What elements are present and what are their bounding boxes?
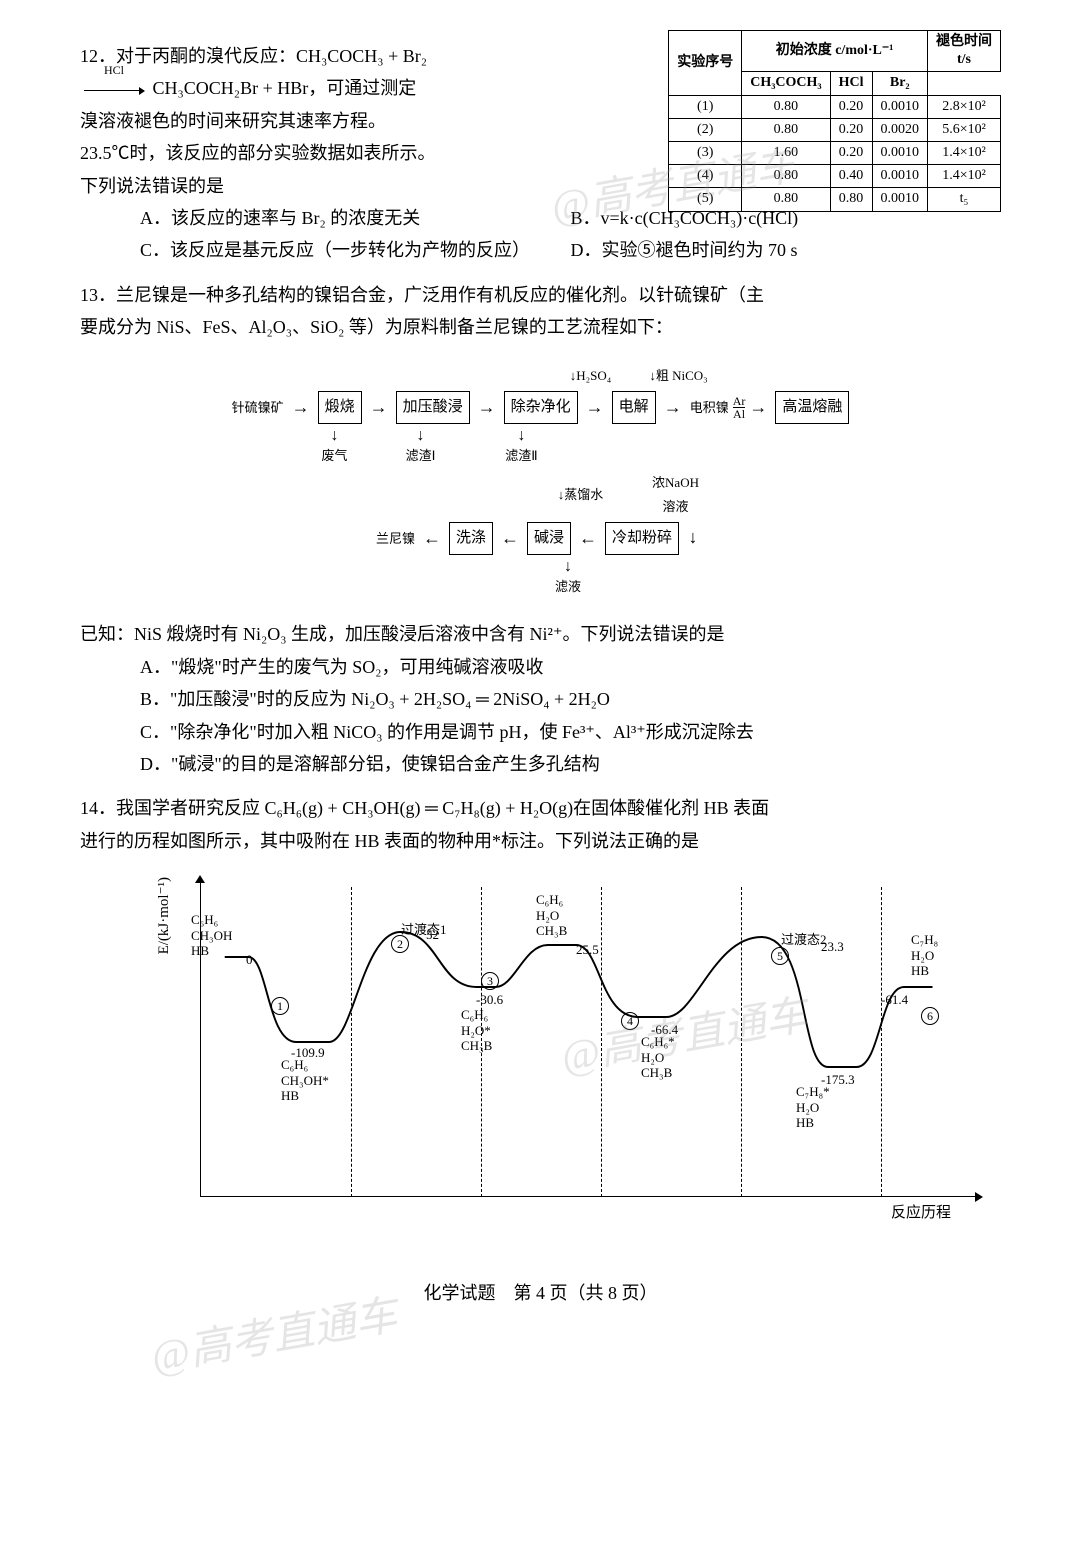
step-circle: 1	[271, 997, 289, 1015]
step-circle: 2	[391, 935, 409, 953]
q13-option-a: A．"煅烧"时产生的废气为 SO₂，可用纯碱溶液吸收	[140, 651, 1001, 683]
energy-value: -30.6	[476, 992, 503, 1008]
q14-energy-diagram: E/(kJ·mol⁻¹) 反应历程 过渡态1过渡态21234560-109.95…	[200, 877, 961, 1197]
q13-option-c: C．"除杂净化"时加入粗 NiCO₃ 的作用是调节 pH，使 Fe³⁺、Al³⁺…	[140, 716, 1001, 748]
q12-stem-line3: 溴溶液褪色的时间来研究其速率方程。	[80, 105, 510, 137]
question-14: 14．我国学者研究反应 C₆H₆(g) + CH₃OH(g) ═ C₇H₈(g)…	[80, 792, 1001, 1197]
dashed-divider	[881, 887, 882, 1197]
q12-data-table: 实验序号 初始浓度 c/mol·L⁻¹ 褪色时间 t/s CH₃COCH₃ HC…	[668, 30, 1001, 212]
table-row: (5)0.800.800.0010t₅	[669, 188, 1001, 211]
arrow-icon: →	[292, 391, 310, 423]
species-label: C₆H₆CH₃OH*HB	[281, 1057, 329, 1104]
transition-state-label: 过渡态2	[781, 932, 827, 948]
th-br2: Br₂	[872, 72, 928, 95]
q13-known: 已知：NiS 煅烧时有 Ni₂O₃ 生成，加压酸浸后溶液中含有 Ni²⁺。下列说…	[80, 618, 1001, 650]
q12-stem-line2: HCl CH₃COCH₂Br + HBr，可通过测定	[80, 72, 510, 104]
question-12: 实验序号 初始浓度 c/mol·L⁻¹ 褪色时间 t/s CH₃COCH₃ HC…	[80, 40, 1001, 267]
arrow-icon: →	[478, 391, 496, 423]
q14-stem-line2: 进行的历程如图所示，其中吸附在 HB 表面的物种用*标注。下列说法正确的是	[80, 825, 1001, 857]
species-label: C₆H₆H₂OCH₃B	[536, 892, 567, 939]
species-label: C₆H₆H₂O*CH₃B	[461, 1007, 492, 1054]
q13-option-d: D．"碱浸"的目的是溶解部分铝，使镍铝合金产生多孔结构	[140, 748, 1001, 780]
step-circle: 4	[621, 1012, 639, 1030]
species-label: C₆H₆CH₃OHHB	[191, 912, 232, 959]
q12-option-c: C．该反应是基元反应（一步转化为产物的反应）	[140, 234, 571, 266]
table-row: (4)0.800.400.00101.4×10²	[669, 165, 1001, 188]
species-label: C₇H₈H₂OHB	[911, 932, 938, 979]
q13-option-b: B．"加压酸浸"时的反应为 Ni₂O₃ + 2H₂SO₄ ═ 2NiSO₄ + …	[140, 683, 1001, 715]
energy-value: 0	[246, 952, 253, 968]
th-time: 褪色时间 t/s	[928, 31, 1001, 72]
y-axis-label: E/(kJ·mol⁻¹)	[151, 877, 178, 954]
species-label: C₇H₈*H₂OHB	[796, 1084, 830, 1131]
q12-option-d: D．实验⑤褪色时间约为 70 s	[571, 234, 1002, 266]
page-footer: 化学试题 第 4 页（共 8 页）	[80, 1277, 1001, 1309]
energy-value: -61.4	[881, 992, 908, 1008]
dashed-divider	[601, 887, 602, 1197]
table-row: (2)0.800.200.00205.6×10²	[669, 118, 1001, 141]
arrow-icon: ←	[501, 522, 519, 554]
arrow-icon: →	[370, 391, 388, 423]
energy-value: 23.3	[821, 939, 844, 955]
reaction-arrow: HCl	[80, 72, 148, 104]
th-exp: 实验序号	[669, 31, 742, 96]
dashed-divider	[351, 887, 352, 1197]
table-row: (3)1.600.200.00101.4×10²	[669, 141, 1001, 164]
arrow-icon: ←	[579, 522, 597, 554]
step-circle: 5	[771, 947, 789, 965]
q12-option-a: A．该反应的速率与 Br₂ 的浓度无关	[140, 202, 571, 234]
q14-stem-line1: 14．我国学者研究反应 C₆H₆(g) + CH₃OH(g) ═ C₇H₈(g)…	[80, 792, 1001, 824]
arrow-icon: ←	[423, 522, 441, 554]
arrow-icon: →	[664, 391, 682, 423]
step-circle: 6	[921, 1007, 939, 1025]
species-label: C₆H₆*H₂OCH₃B	[641, 1034, 675, 1081]
x-axis-label: 反应历程	[891, 1200, 951, 1227]
arrow-icon: →	[749, 391, 767, 423]
table-row: (1)0.800.200.00102.8×10²	[669, 95, 1001, 118]
q12-stem-line5: 下列说法错误的是	[80, 170, 510, 202]
th-hcl: HCl	[830, 72, 872, 95]
energy-value: 25.5	[576, 942, 599, 958]
th-conc: 初始浓度 c/mol·L⁻¹	[742, 31, 928, 72]
q13-flowchart: ↓H₂SO₄ ↓粗 NiCO₃ 针硫镍矿 → 煅烧 → 加压酸浸 → 除杂净化 …	[80, 364, 1001, 599]
th-acetone: CH₃COCH₃	[742, 72, 830, 95]
dashed-divider	[741, 887, 742, 1197]
arrow-icon: →	[586, 391, 604, 423]
q12-stem-line4: 23.5℃时，该反应的部分实验数据如表所示。	[80, 137, 510, 169]
q13-stem-line2: 要成分为 NiS、FeS、Al₂O₃、SiO₂ 等）为原料制备兰尼镍的工艺流程如…	[80, 311, 1001, 343]
q13-stem-line1: 13．兰尼镍是一种多孔结构的镍铝合金，广泛用作有机反应的催化剂。以针硫镍矿（主	[80, 279, 1001, 311]
energy-value: 52	[426, 927, 439, 943]
question-13: 13．兰尼镍是一种多孔结构的镍铝合金，广泛用作有机反应的催化剂。以针硫镍矿（主 …	[80, 279, 1001, 781]
energy-curve	[201, 877, 961, 1197]
step-circle: 3	[481, 972, 499, 990]
